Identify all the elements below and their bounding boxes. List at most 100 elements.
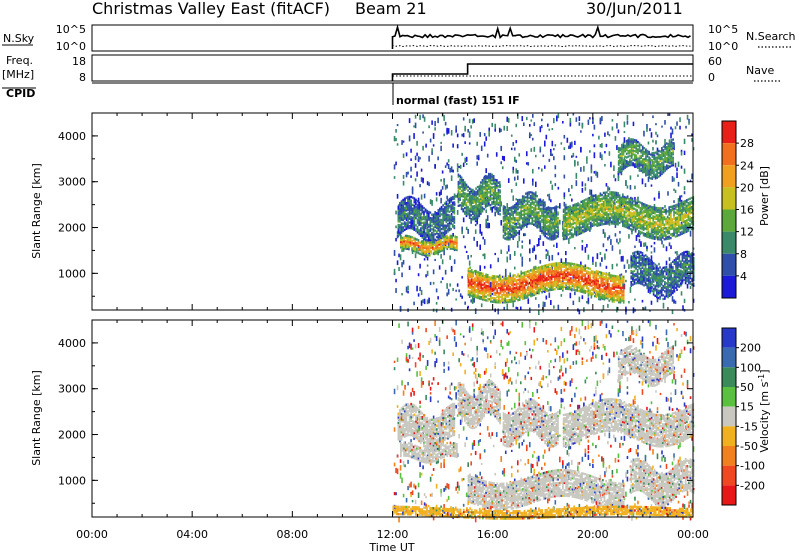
band-mark [645,204,648,207]
band-mark [431,228,433,231]
band-mark [457,191,460,195]
scatter-mark [464,301,466,305]
band-mark [544,220,546,223]
band-mark [607,213,610,216]
band-mark [406,240,409,243]
band-mark [506,299,508,302]
scatter-mark [674,251,677,254]
band-mark [602,210,605,213]
band-mark [594,284,596,287]
band-mark [444,240,447,244]
band-mark [618,205,621,208]
band-mark [529,205,532,209]
band-mark [546,287,548,291]
band-mark [531,285,534,288]
band-mark [518,224,521,227]
scatter-mark [571,155,573,158]
band-mark [414,246,417,250]
band-mark [485,290,487,293]
band-mark [618,201,621,204]
band-mark [539,265,542,269]
band-mark [473,201,476,204]
band-mark [588,220,591,223]
band-mark [590,292,593,295]
scatter-mark [664,120,666,125]
band-mark [480,196,482,199]
band-mark [507,221,510,225]
band-mark [475,200,477,203]
scatter-mark [581,187,584,193]
band-mark [442,220,445,224]
band-mark [531,286,534,290]
band-mark [450,218,453,222]
scatter-mark [518,230,521,236]
band-mark [488,187,490,190]
band-mark [629,198,632,201]
band-mark [443,241,445,244]
band-mark [465,211,468,214]
band-mark [628,214,631,217]
band-mark [578,212,581,215]
band-mark [584,273,587,276]
band-mark [470,283,473,286]
band-mark [542,229,545,232]
band-mark [425,243,428,246]
band-mark [623,223,626,226]
band-mark [541,227,543,231]
band-mark [448,223,451,226]
band-mark [490,278,492,281]
band-mark [587,281,590,285]
scatter-mark [506,116,509,122]
band-mark [586,281,588,284]
band-mark [419,248,421,252]
scatter-mark [453,193,456,197]
band-mark [539,276,542,280]
scatter-mark [516,198,519,204]
band-mark [443,235,445,239]
band-mark [413,201,416,204]
scatter-mark [560,258,563,264]
band-mark [605,194,608,198]
band-mark [464,192,466,195]
band-mark [507,288,510,291]
band-mark [582,269,585,272]
band-mark [650,222,653,225]
band-mark [625,214,627,218]
band-mark [619,286,622,289]
band-mark [429,233,432,236]
scatter-mark [396,124,399,127]
band-mark [626,215,629,218]
band-mark [446,240,449,243]
band-mark [510,208,513,211]
band-mark [558,272,561,276]
band-mark [512,227,514,230]
band-mark [574,263,577,266]
band-mark [407,216,409,219]
band-mark [652,224,655,227]
band-mark [397,223,400,227]
band-mark [618,221,621,225]
band-mark [564,217,567,220]
band-mark [477,282,479,285]
band-mark [525,216,527,219]
band-mark [534,282,537,285]
band-mark [467,286,470,289]
band-mark [515,282,518,286]
band-mark [499,282,502,286]
band-mark [609,216,611,220]
band-mark [593,207,595,210]
band-mark [563,278,566,281]
band-mark [602,283,604,286]
band-mark [569,214,571,217]
band-mark [529,214,532,218]
band-mark [582,272,585,276]
band-mark [620,218,623,221]
band-mark [600,271,603,274]
band-mark [491,285,494,289]
band-mark [492,182,495,185]
band-mark [531,270,534,273]
band-mark [621,224,624,227]
band-mark [642,219,645,222]
band-mark [457,186,460,189]
band-mark [515,224,518,227]
